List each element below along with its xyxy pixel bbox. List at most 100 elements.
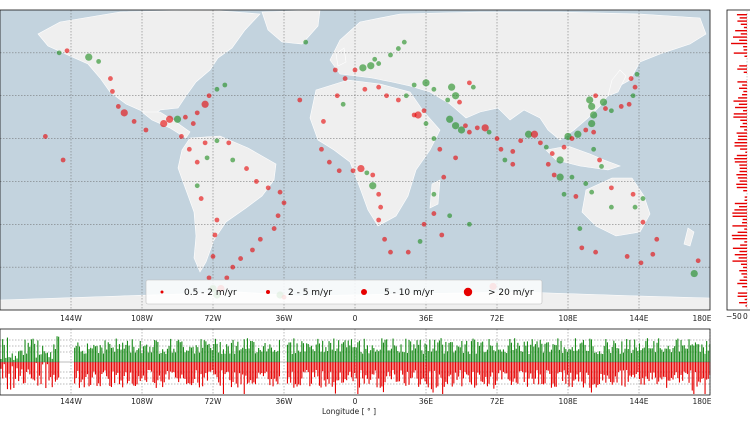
lon-bar-accretion [682,345,684,362]
legend-label-4: > 20 m/yr [488,288,534,298]
lon-bar-accretion [680,340,682,362]
lat-bar-erosion [732,212,747,214]
lon-bar-accretion [35,357,37,362]
lon-bar-erosion [416,362,418,379]
map-point [190,121,196,126]
lon-bar-erosion [613,362,615,383]
map-point [466,80,472,86]
lon-bar-erosion [608,362,610,379]
lon-bar-accretion [472,338,474,362]
lat-bar-erosion [736,183,747,185]
lon-bar-erosion [234,362,236,373]
lat-bar-erosion [743,90,747,93]
lon-bar-erosion [114,362,116,384]
lon-bar-erosion [5,362,7,378]
lon-bar-accretion [322,340,324,362]
lon-bar-accretion [352,347,354,362]
lon-bar-accretion [19,350,21,362]
map-point [326,159,332,165]
map-point [431,211,437,216]
lon-bar-erosion [589,362,591,388]
lon-bar-erosion [467,362,469,376]
lon-bar-accretion [667,345,669,362]
lon-bar-erosion [205,362,207,374]
map-point [201,100,209,108]
lon-bar-accretion [470,341,472,362]
lon-bar-accretion [595,352,597,362]
lon-bar-erosion [531,362,533,379]
lon-bar-accretion [642,348,644,362]
lon-bar-accretion [275,352,277,362]
lat-bar-erosion [732,260,747,262]
lat-bar-erosion [739,206,747,208]
lon-bar-erosion [482,362,484,382]
lon-bar-erosion [32,362,34,380]
map-point [579,245,585,251]
map-point [577,226,583,231]
map-point [446,115,454,123]
lon-bar-erosion [277,362,279,385]
lon-bar-erosion [534,362,536,379]
lon-bar-erosion [454,362,456,373]
lon-bar-erosion [560,362,562,372]
lon-bar-erosion [88,362,90,387]
latitude-bars [731,14,747,307]
lon-bar-erosion [21,362,23,370]
lon-bar-erosion [179,362,181,379]
longitude-x-tick-label: 72W [205,397,223,406]
map-point [481,124,489,132]
lon-bar-accretion [605,339,607,362]
lon-bar-accretion [150,352,152,362]
land-indonesia [545,145,621,171]
lon-bar-erosion [128,362,130,381]
lon-bar-accretion [224,353,226,362]
lon-bar-accretion [80,351,82,362]
lon-bar-accretion [362,353,364,362]
lon-bar-accretion [704,353,706,362]
lon-bar-accretion [622,352,624,362]
lon-bar-erosion [539,362,541,375]
lon-bar-erosion [693,362,695,394]
lon-bar-erosion [323,362,325,381]
map-point [638,260,644,266]
map-point [431,191,437,197]
land-eurasia [329,11,707,141]
map-point [502,157,508,163]
lon-bar-accretion [133,346,135,362]
lon-bar-erosion [458,362,460,377]
lon-bar-erosion [141,362,143,379]
lon-bar-erosion [288,362,290,378]
longitude-panel-frame [0,328,711,396]
lat-bar-erosion [743,26,747,29]
lon-bar-accretion [54,349,56,362]
lon-bar-erosion [29,362,31,375]
map-point [350,168,356,174]
lon-bar-accretion [381,338,383,362]
lon-bar-erosion [307,362,309,373]
lon-bar-accretion [112,347,114,362]
map-point [650,251,656,257]
lon-bar-erosion [691,362,693,391]
lon-bar-accretion [131,339,133,362]
lon-bar-accretion [488,339,490,362]
map-point [510,161,516,167]
lon-bar-erosion [643,362,645,385]
lat-bar-erosion [744,298,747,301]
map-point [194,110,200,116]
map-point [108,76,113,81]
lon-bar-accretion [27,342,29,362]
lon-bar-accretion [173,348,175,362]
lon-bar-accretion [566,351,568,362]
lon-bar-erosion [422,362,424,379]
lon-bar-accretion [314,351,316,362]
lon-bar-accretion [658,338,660,362]
lon-bar-accretion [179,342,181,362]
lon-bar-erosion [304,362,306,373]
lon-bar-erosion [528,362,530,379]
lon-bar-accretion [582,339,584,362]
lon-bar-accretion [374,351,376,362]
lon-bar-erosion [440,362,442,378]
lon-bar-accretion [461,340,463,362]
lat-bar-erosion [740,263,747,265]
lon-bar-erosion [522,362,524,372]
